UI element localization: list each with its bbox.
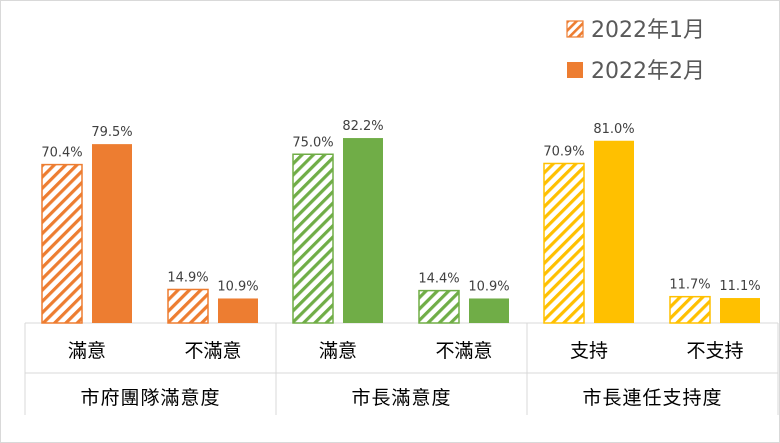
data-label: 82.2%	[342, 119, 383, 134]
data-label: 11.7%	[669, 278, 710, 293]
legend-label: 2022年2月	[591, 59, 705, 84]
bar[interactable]	[218, 298, 258, 323]
data-label: 81.0%	[593, 122, 634, 137]
bar[interactable]	[418, 289, 460, 324]
data-label: 70.4%	[41, 146, 82, 161]
data-label: 79.5%	[91, 125, 132, 140]
category-label: 支持	[570, 340, 608, 362]
data-label: 75.0%	[292, 135, 333, 150]
data-label: 14.9%	[167, 270, 208, 285]
data-label: 10.9%	[217, 279, 258, 294]
legend-swatch	[567, 62, 583, 78]
bar[interactable]	[594, 140, 634, 323]
data-label: 11.1%	[719, 279, 760, 294]
bar[interactable]	[343, 138, 383, 323]
category-label: 不滿意	[435, 340, 492, 362]
data-label: 14.4%	[418, 272, 459, 287]
bar[interactable]	[543, 162, 585, 324]
bar[interactable]	[41, 163, 83, 324]
category-label: 滿意	[319, 340, 357, 362]
legend-swatch	[566, 20, 584, 38]
category-label: 不滿意	[184, 340, 241, 362]
category-label: 不支持	[686, 340, 743, 362]
data-label: 10.9%	[468, 279, 509, 294]
data-label: 70.9%	[543, 144, 584, 159]
category-label: 滿意	[68, 340, 106, 362]
bar[interactable]	[292, 153, 334, 324]
legend-label: 2022年1月	[591, 18, 705, 43]
group-label: 市長滿意度	[351, 387, 451, 409]
group-label: 市長連任支持度	[582, 387, 722, 409]
bar[interactable]	[92, 144, 132, 323]
legend: 2022年1月 2022年2月	[566, 18, 705, 84]
bar[interactable]	[669, 295, 711, 324]
bar[interactable]	[167, 288, 209, 324]
group-label: 市府團隊滿意度	[80, 387, 220, 409]
bar[interactable]	[720, 298, 760, 323]
bar[interactable]	[469, 298, 509, 323]
